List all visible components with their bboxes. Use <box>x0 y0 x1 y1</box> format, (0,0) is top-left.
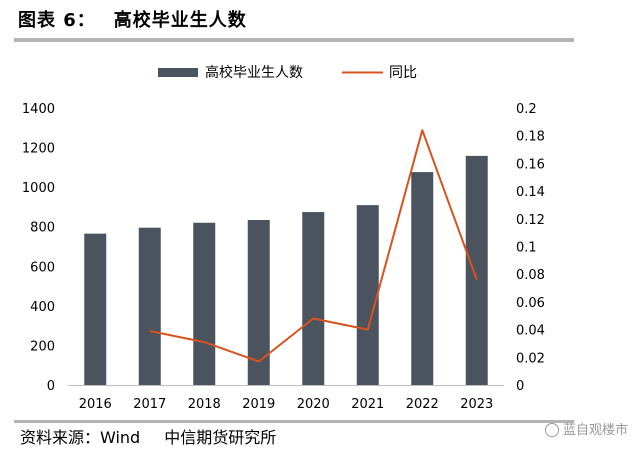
legend-bar-swatch <box>158 68 198 77</box>
source-org: 中信期货研究所 <box>164 428 277 447</box>
bar-2023 <box>465 155 488 385</box>
yoy-growth-line <box>149 129 478 363</box>
y-right-tick-label: 0.02 <box>516 351 545 366</box>
bar-2017 <box>138 227 161 385</box>
y-right-tick-label: 0.1 <box>516 241 537 256</box>
top-divider <box>14 38 574 42</box>
bottom-divider <box>14 420 574 423</box>
bar-2019 <box>247 219 270 385</box>
figure-title: 图表 6： 高校毕业生人数 <box>18 6 247 36</box>
y-left-tick-label: 1400 <box>22 102 55 117</box>
y-right-tick-label: 0.04 <box>516 324 545 339</box>
y-left-tick-label: 1200 <box>22 142 55 157</box>
bar-2016 <box>84 233 107 385</box>
y-right-tick-label: 0.16 <box>516 157 545 172</box>
x-tick-label: 2020 <box>297 397 330 412</box>
y-right-tick-label: 0.08 <box>516 268 545 283</box>
legend-bar-label: 高校毕业生人数 <box>205 64 303 81</box>
x-tick-label: 2016 <box>79 397 112 412</box>
bar-2018 <box>193 222 216 385</box>
y-right-tick-label: 0.18 <box>516 130 545 145</box>
y-right-tick-label: 0.14 <box>516 185 545 200</box>
x-tick-label: 2023 <box>460 397 493 412</box>
source-note: 资料来源：Wind 中信期货研究所 <box>20 426 276 450</box>
watermark-icon <box>544 423 559 437</box>
legend-line-label: 同比 <box>389 65 417 81</box>
bar-2021 <box>356 205 379 385</box>
y-left-tick-label: 1000 <box>22 181 55 196</box>
x-tick-label: 2019 <box>242 397 275 412</box>
y-left-tick-label: 0 <box>47 379 55 394</box>
x-tick-label: 2022 <box>406 397 439 412</box>
y-right-tick-label: 0.12 <box>516 213 545 228</box>
y-left-tick-label: 600 <box>30 260 55 275</box>
watermark-text: 蓝自观楼市 <box>562 423 628 438</box>
watermark: 蓝自观楼市 <box>544 420 628 442</box>
bar-2020 <box>302 212 325 385</box>
x-tick-label: 2018 <box>188 397 221 412</box>
y-right-tick-label: 0 <box>516 379 524 394</box>
x-tick-label: 2021 <box>351 397 384 412</box>
figure-title-text: 高校毕业生人数 <box>113 10 247 31</box>
y-right-tick-label: 0.2 <box>516 102 537 117</box>
y-left-tick-label: 200 <box>30 339 55 354</box>
y-left-tick-label: 400 <box>30 300 55 315</box>
y-left-tick-label: 800 <box>30 221 55 236</box>
x-tick-label: 2017 <box>133 397 166 412</box>
source-prefix: 资料来源：Wind <box>20 428 141 447</box>
bar-2022 <box>411 172 434 385</box>
y-right-tick-label: 0.06 <box>516 296 545 311</box>
figure-label: 图表 6： <box>18 10 96 31</box>
